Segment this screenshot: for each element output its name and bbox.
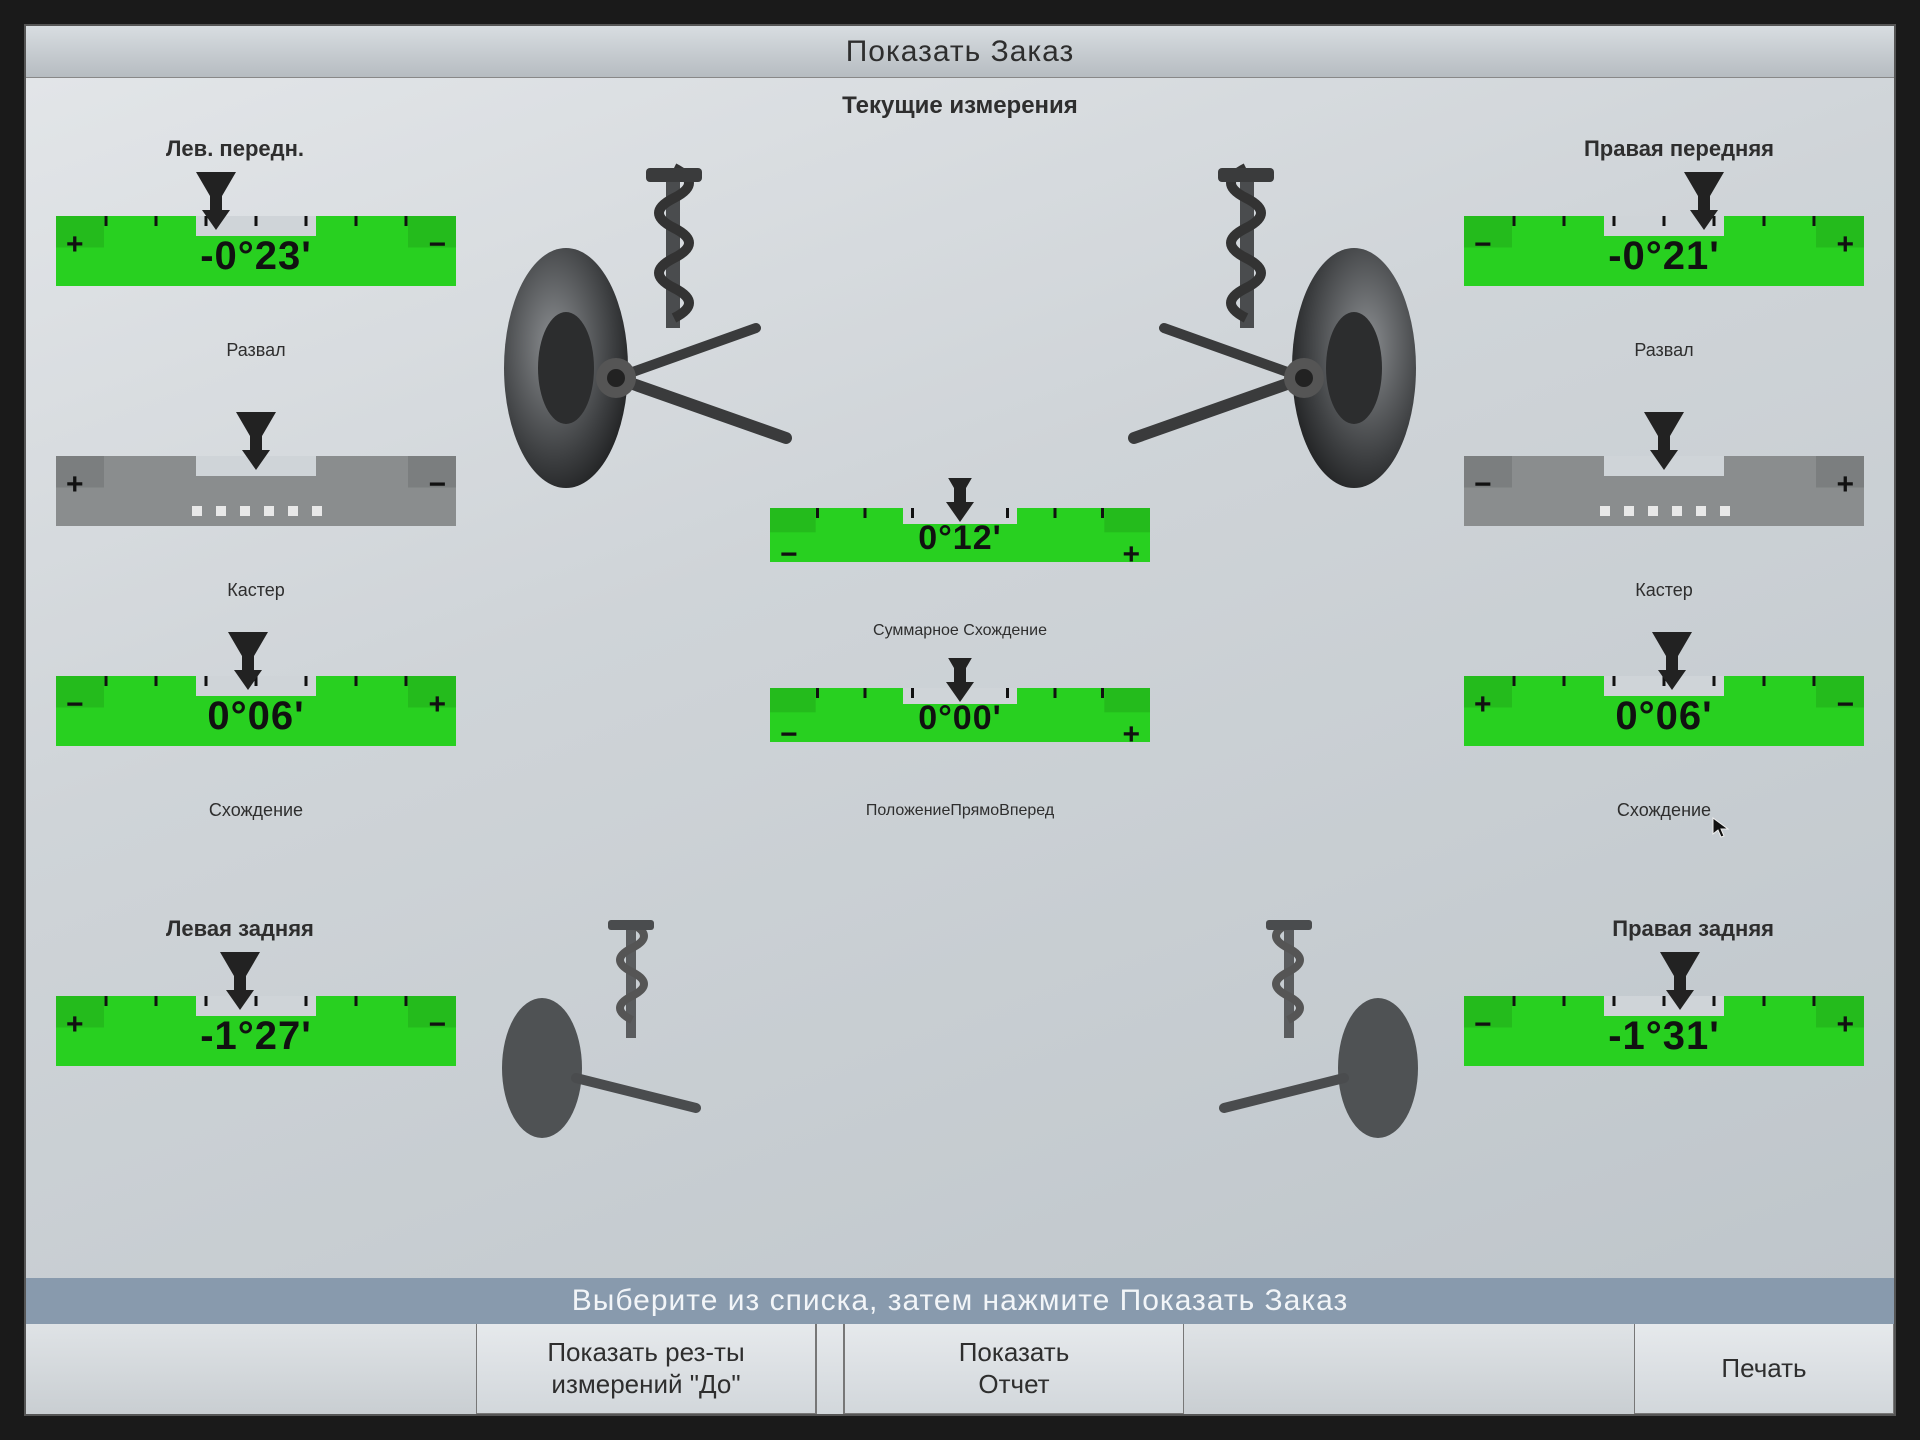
gauge-rf-toe: 0°06' Схождение + − [1464,628,1864,821]
app-window: Показать Заказ Текущие измерения Лев. пе… [24,24,1896,1416]
gauge-sign-right: + [1836,468,1854,502]
gauge-total-toe: 0°12' Суммарное Схождение − + [770,478,1150,640]
page-subtitle: Текущие измерения [26,92,1894,120]
rear-suspension-left-icon [496,898,716,1138]
gauge-value: -0°23' [106,230,406,282]
gauge-lr-camber: -1°27' + − [56,948,456,1118]
gauge-value: -1°31' [1514,1010,1814,1062]
button-bar: Показать рез-ты измерений "До" Показать … [26,1324,1894,1414]
gauge-sign-left: + [66,1008,84,1042]
gauge-sign-right: + [1836,1008,1854,1042]
gauge-sign-right: − [1836,688,1854,722]
gauge-sign-left: − [1474,468,1492,502]
window-title: Показать Заказ [846,35,1075,69]
gauge-lf-toe: 0°06' Схождение − + [56,628,456,821]
button-divider [816,1324,844,1414]
rear-suspension-right-icon [1204,898,1424,1138]
gauge-value: 0°06' [106,690,406,742]
gauge-caption: Схождение [1464,800,1864,821]
gauge-value: -1°27' [106,1010,406,1062]
gauge-sign-left: + [66,468,84,502]
gauge-value: -0°21' [1514,230,1814,282]
label-left-front: Лев. передн. [166,136,304,162]
gauge-value: 0°06' [1514,690,1814,742]
gauge-rr-camber: -1°31'− + [1464,948,1864,1118]
gauge-lf-caster: Кастер + − [56,408,456,601]
gauge-sign-left: − [1474,1008,1492,1042]
gauge-sign-right: − [428,1008,446,1042]
gauge-caption: Кастер [1464,580,1864,601]
gauge-thrust: 0°00' ПоложениеПрямоВперед − + [770,658,1150,820]
gauge-sign-left: − [66,688,84,722]
gauge-sign-right: + [428,688,446,722]
gauge-caption: Суммарное Схождение [770,622,1150,640]
gauge-value [1514,470,1814,522]
label-right-front: Правая передняя [1584,136,1774,162]
gauge-value: 0°00' [820,696,1100,740]
main-content: Текущие измерения Лев. передн. Правая пе… [26,78,1894,1278]
gauge-sign-right: − [428,468,446,502]
gauge-caption: ПоложениеПрямоВперед [770,802,1150,820]
gauge-sign-left: − [780,538,798,572]
hint-bar: Выберите из списка, затем нажмите Показа… [26,1278,1894,1324]
front-suspension-right-icon [1124,138,1424,518]
gauge-rf-caster: Кастер − + [1464,408,1864,601]
gauge-caption: Кастер [56,580,456,601]
label-right-rear: Правая задняя [1612,916,1774,942]
gauge-value [106,470,406,522]
print-button[interactable]: Печать [1634,1324,1894,1414]
gauge-sign-right: + [1122,538,1140,572]
gauge-sign-left: − [780,718,798,752]
show-report-button[interactable]: Показать Отчет [844,1324,1184,1414]
gauge-caption: Схождение [56,800,456,821]
gauge-caption: Развал [1464,340,1864,361]
gauge-sign-left: − [1474,228,1492,262]
gauge-caption: Развал [56,340,456,361]
hint-text: Выберите из списка, затем нажмите Показа… [572,1284,1348,1318]
mouse-cursor-icon [1710,816,1734,840]
front-suspension-left-icon [496,138,796,518]
gauge-sign-right: + [1836,228,1854,262]
title-bar: Показать Заказ [26,26,1894,78]
gauge-sign-right: + [1122,718,1140,752]
gauge-lf-camber: -0°23' Развал + − [56,168,456,361]
label-left-rear: Левая задняя [166,916,314,942]
gauge-value: 0°12' [820,516,1100,560]
show-before-button[interactable]: Показать рез-ты измерений "До" [476,1324,816,1414]
gauge-rf-camber: -0°21' Развал − + [1464,168,1864,361]
gauge-sign-right: − [428,228,446,262]
gauge-sign-left: + [1474,688,1492,722]
gauge-sign-left: + [66,228,84,262]
